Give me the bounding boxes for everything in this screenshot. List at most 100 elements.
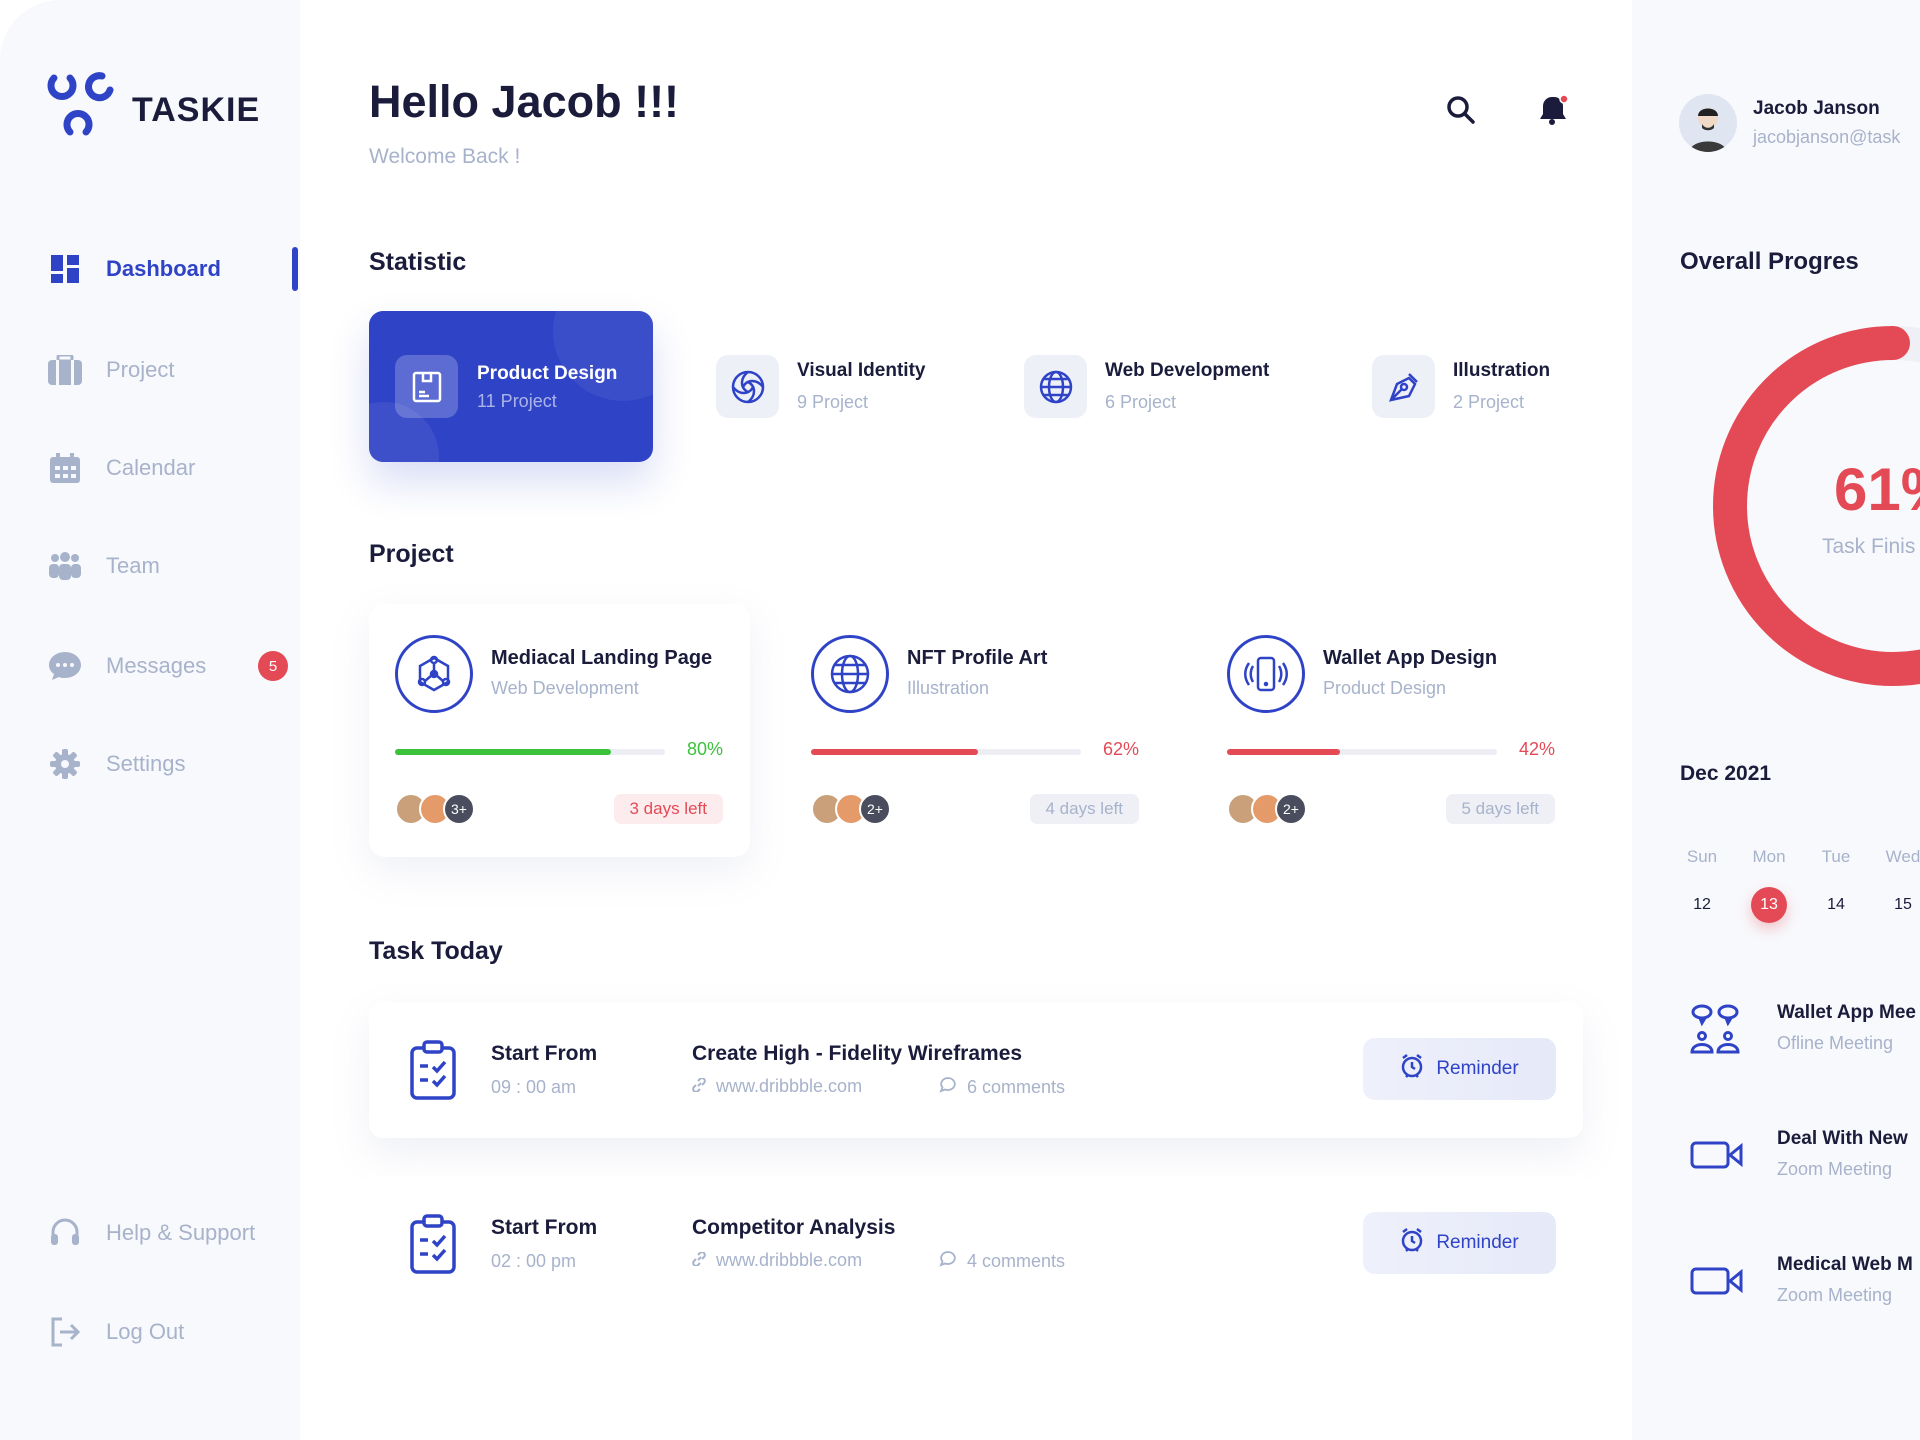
user-name: Jacob Janson [1753, 98, 1880, 119]
project-card[interactable]: NFT Profile Art Illustration 62% 2+ 4 da… [785, 604, 1166, 857]
stat-card-web-development[interactable]: Web Development 6 Project [1024, 355, 1269, 418]
user-email: jacobjanson@task [1753, 127, 1901, 147]
member-avatars: 2+ [811, 793, 891, 825]
event-title[interactable]: Medical Web M [1777, 1254, 1913, 1275]
video-camera-icon [1690, 1140, 1744, 1175]
comment-icon [939, 1250, 957, 1273]
project-card[interactable]: Wallet App Design Product Design 42% 2+ … [1201, 604, 1582, 857]
stat-title: Visual Identity [797, 360, 926, 381]
project-category: Illustration [907, 678, 990, 698]
ring-progress-arc [1713, 326, 1920, 686]
task-link[interactable]: www.dribbble.com [692, 1076, 862, 1097]
search-icon[interactable] [1446, 95, 1476, 130]
weekday: Sun [1686, 847, 1718, 866]
logout-icon [48, 1315, 82, 1349]
stat-card-visual-identity[interactable]: Visual Identity 9 Project [716, 355, 925, 418]
task-start-label: Start From [491, 1042, 598, 1065]
phone-vibrate-icon [1227, 635, 1305, 713]
video-camera-icon [1690, 1266, 1744, 1301]
alarm-clock-icon [1400, 1227, 1424, 1259]
sidebar-item-label: Help & Support [106, 1220, 256, 1245]
calendar-date-selected[interactable]: 13 [1751, 887, 1787, 923]
project-card[interactable]: Mediacal Landing Page Web Development 80… [369, 604, 750, 857]
task-link[interactable]: www.dribbble.com [692, 1250, 862, 1271]
stat-count: 6 Project [1105, 392, 1177, 412]
pen-tool-icon [1372, 355, 1435, 418]
task-link-text: www.dribbble.com [716, 1250, 863, 1270]
project-section-title: Project [369, 540, 454, 568]
stat-count: 2 Project [1453, 392, 1525, 412]
grid-icon [48, 252, 82, 286]
task-comments[interactable]: 6 comments [939, 1076, 1065, 1099]
overall-progress-ring [1713, 326, 1920, 686]
calendar-weekdays: Sun Mon Tue Wed [1677, 847, 1920, 867]
calendar-date[interactable]: 14 [1827, 896, 1845, 913]
task-comments[interactable]: 4 comments [939, 1250, 1065, 1273]
event-subtitle: Zoom Meeting [1777, 1285, 1893, 1305]
project-category: Web Development [491, 678, 639, 698]
link-icon [692, 1250, 706, 1271]
sidebar-item-logout[interactable]: Log Out [48, 1312, 298, 1352]
calendar-month: Dec 2021 [1680, 762, 1772, 785]
due-badge: 5 days left [1445, 794, 1555, 824]
progress-fill [395, 749, 611, 755]
stat-count: 11 Project [477, 391, 557, 411]
calendar-date[interactable]: 12 [1693, 896, 1711, 913]
comment-icon [939, 1076, 957, 1099]
reminder-label: Reminder [1436, 1058, 1519, 1079]
stat-card-product-design[interactable]: Product Design 11 Project [369, 311, 653, 462]
right-panel [1632, 0, 1920, 1440]
task-time: 02 : 00 pm [491, 1251, 577, 1271]
due-badge: 3 days left [613, 794, 723, 824]
sidebar-item-dashboard[interactable]: Dashboard [48, 249, 298, 289]
task-row[interactable]: Start From 02 : 00 pm Competitor Analysi… [369, 1176, 1583, 1312]
member-avatars: 3+ [395, 793, 475, 825]
member-avatars: 2+ [1227, 793, 1307, 825]
briefcase-icon [48, 353, 82, 387]
progress-percent: 62% [1102, 739, 1139, 759]
sidebar-item-calendar[interactable]: Calendar [48, 448, 298, 488]
sidebar-item-label: Messages [106, 653, 207, 678]
meeting-people-icon [1690, 1004, 1742, 1059]
task-time: 09 : 00 am [491, 1077, 577, 1097]
card-decoration [553, 311, 653, 401]
stat-count: 9 Project [797, 392, 869, 412]
sidebar-item-label: Dashboard [106, 256, 221, 281]
avatar-more: 2+ [859, 793, 891, 825]
event-title[interactable]: Wallet App Mee [1777, 1002, 1916, 1023]
team-icon [48, 549, 82, 583]
task-comments-text: 4 comments [967, 1251, 1066, 1271]
event-title[interactable]: Deal With New [1777, 1128, 1908, 1149]
event-subtitle: Ofline Meeting [1777, 1033, 1894, 1053]
progress-bar [395, 749, 665, 755]
clipboard-check-icon [409, 1040, 457, 1105]
globe-icon [811, 635, 889, 713]
progress-fill [1227, 749, 1341, 755]
stat-title: Web Development [1105, 360, 1270, 381]
stat-card-illustration[interactable]: Illustration 2 Project [1372, 355, 1550, 418]
reminder-button[interactable]: Reminder [1363, 1038, 1556, 1100]
avatar[interactable] [1679, 94, 1737, 152]
sidebar-item-team[interactable]: Team [48, 546, 298, 586]
task-section-title: Task Today [369, 937, 503, 965]
stat-title: Illustration [1453, 360, 1551, 381]
weekday: Mon [1752, 847, 1786, 866]
reminder-button[interactable]: Reminder [1363, 1212, 1556, 1274]
sidebar-item-messages[interactable]: Messages [48, 646, 298, 686]
sidebar-item-help-support[interactable]: Help & Support [48, 1213, 298, 1253]
project-title: Mediacal Landing Page [491, 647, 713, 669]
logo-icon [46, 72, 118, 143]
sidebar-item-settings[interactable]: Settings [48, 744, 298, 784]
sidebar-item-label: Settings [106, 751, 186, 776]
progress-percent: 80% [686, 739, 723, 759]
calendar-date[interactable]: 15 [1894, 896, 1912, 913]
avatar-more: 2+ [1275, 793, 1307, 825]
sidebar-item-project[interactable]: Project [48, 350, 298, 390]
event-subtitle: Zoom Meeting [1777, 1159, 1893, 1179]
overall-progress-value: 61% [1834, 456, 1920, 523]
sidebar-item-label: Calendar [106, 455, 196, 480]
headset-icon [48, 1216, 82, 1250]
bell-icon[interactable] [1537, 93, 1571, 132]
task-row[interactable]: Start From 09 : 00 am Create High - Fide… [369, 1002, 1583, 1138]
progress-percent: 42% [1518, 739, 1555, 759]
